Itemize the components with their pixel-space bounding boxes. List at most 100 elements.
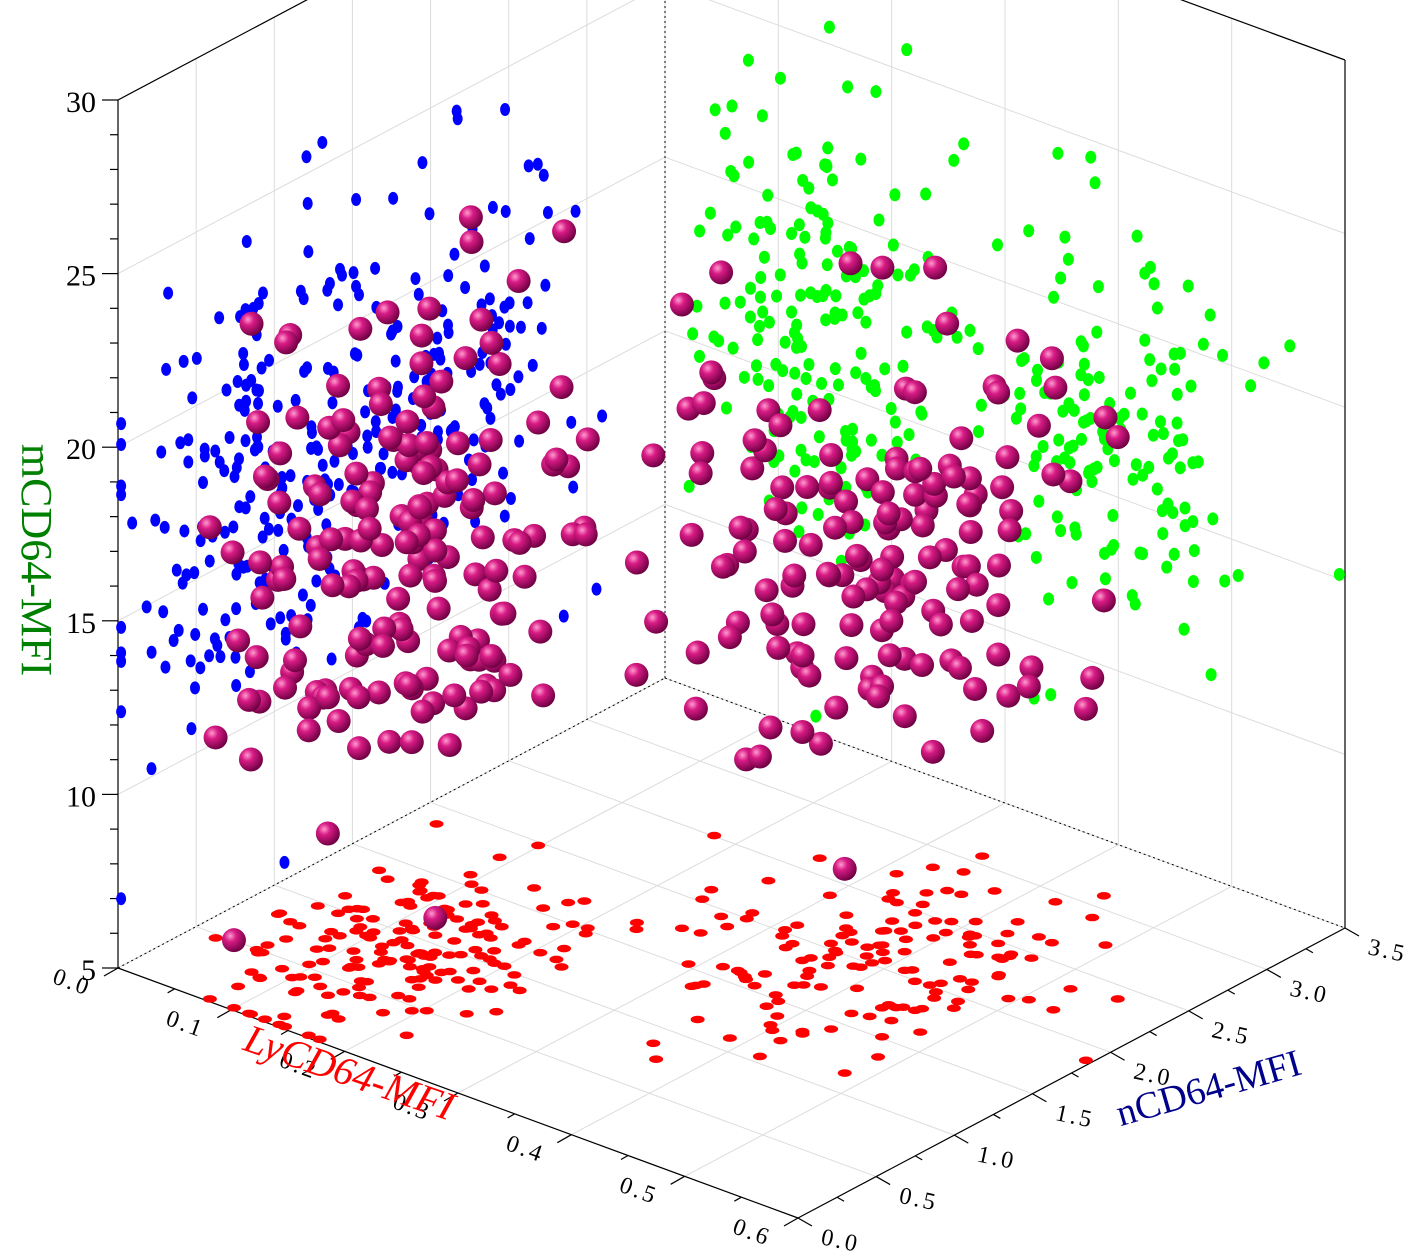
projection-point-LyCD64-mCD64 <box>691 299 703 313</box>
projection-point-LyCD64-mCD64 <box>813 430 825 444</box>
projection-point-LyCD64-nCD64 <box>759 1002 774 1011</box>
projection-point-LyCD64-nCD64 <box>951 997 966 1006</box>
projection-point-LyCD64-mCD64 <box>793 218 805 232</box>
projection-point-LyCD64-nCD64 <box>277 1012 292 1021</box>
projection-point-LyCD64-nCD64 <box>412 881 427 889</box>
data-point-sphere <box>884 456 909 481</box>
projection-point-LyCD64-mCD64 <box>870 85 882 99</box>
projection-point-LyCD64-nCD64 <box>715 962 730 971</box>
data-point-sphere <box>296 718 321 743</box>
projection-point-nCD64-mCD64 <box>505 382 516 396</box>
projection-point-LyCD64-nCD64 <box>925 863 940 872</box>
projection-point-nCD64-mCD64 <box>362 429 373 443</box>
projection-point-LyCD64-mCD64 <box>1157 527 1169 541</box>
data-point-sphere <box>790 643 815 668</box>
projection-point-LyCD64-nCD64 <box>331 1015 346 1023</box>
data-point-sphere <box>747 744 772 769</box>
projection-point-nCD64-mCD64 <box>204 649 215 663</box>
gridline <box>664 156 1346 408</box>
projection-point-LyCD64-nCD64 <box>257 1015 272 1024</box>
data-point-sphere <box>307 546 332 571</box>
projection-point-LyCD64-nCD64 <box>503 981 518 989</box>
projection-layer <box>116 20 1345 1077</box>
data-point-sphere <box>790 719 815 744</box>
projection-point-nCD64-mCD64 <box>195 534 206 548</box>
projection-point-LyCD64-nCD64 <box>410 949 425 958</box>
projection-point-nCD64-mCD64 <box>357 611 368 625</box>
data-point-sphere <box>1073 696 1098 721</box>
projection-point-LyCD64-nCD64 <box>450 915 465 923</box>
y-tick-label: 0.0 <box>819 1224 863 1252</box>
projection-point-nCD64-mCD64 <box>460 280 471 294</box>
projection-point-LyCD64-mCD64 <box>1126 589 1138 603</box>
projection-point-LyCD64-mCD64 <box>1127 472 1139 486</box>
projection-point-LyCD64-nCD64 <box>722 1034 737 1042</box>
projection-point-LyCD64-mCD64 <box>891 435 903 449</box>
projection-point-nCD64-mCD64 <box>484 292 495 306</box>
projection-point-LyCD64-nCD64 <box>1110 995 1125 1003</box>
projection-point-LyCD64-nCD64 <box>380 875 395 883</box>
projection-point-nCD64-mCD64 <box>299 364 310 378</box>
projection-point-LyCD64-nCD64 <box>391 991 406 1000</box>
projection-point-LyCD64-nCD64 <box>546 922 561 931</box>
data-point-sphere <box>487 352 512 377</box>
projection-point-nCD64-mCD64 <box>468 433 479 447</box>
projection-point-LyCD64-nCD64 <box>251 949 266 957</box>
projection-point-LyCD64-nCD64 <box>952 974 967 983</box>
projection-point-LyCD64-mCD64 <box>726 99 738 113</box>
projection-point-nCD64-mCD64 <box>311 574 322 588</box>
data-point-sphere <box>758 715 783 740</box>
projection-point-nCD64-mCD64 <box>256 361 267 375</box>
projection-point-nCD64-mCD64 <box>189 566 200 580</box>
data-point-sphere <box>808 731 833 756</box>
data-point-sphere <box>423 905 448 930</box>
data-point-sphere <box>252 464 277 489</box>
data-point-sphere <box>782 563 807 588</box>
projection-point-LyCD64-mCD64 <box>727 341 739 355</box>
data-point-sphere <box>357 516 382 541</box>
projection-point-nCD64-mCD64 <box>417 156 428 170</box>
projection-point-nCD64-mCD64 <box>253 397 264 411</box>
y-tick <box>1227 989 1236 995</box>
data-point-sphere <box>386 586 411 611</box>
projection-point-LyCD64-nCD64 <box>739 914 754 923</box>
projection-point-nCD64-mCD64 <box>491 378 502 392</box>
projection-point-nCD64-mCD64 <box>175 436 186 450</box>
projection-point-nCD64-mCD64 <box>160 660 171 674</box>
projection-point-LyCD64-nCD64 <box>693 929 708 937</box>
projection-point-LyCD64-mCD64 <box>1045 688 1057 702</box>
projection-point-nCD64-mCD64 <box>352 348 363 362</box>
projection-point-LyCD64-nCD64 <box>795 1027 810 1036</box>
data-point-sphere <box>238 747 263 772</box>
projection-point-nCD64-mCD64 <box>279 855 290 869</box>
data-point-sphere <box>709 260 734 285</box>
projection-point-LyCD64-mCD64 <box>889 415 901 429</box>
projection-point-LyCD64-nCD64 <box>844 1009 859 1018</box>
projection-point-LyCD64-mCD64 <box>756 109 768 123</box>
projection-point-nCD64-mCD64 <box>494 316 505 330</box>
projection-point-LyCD64-nCD64 <box>429 820 444 828</box>
projection-point-LyCD64-mCD64 <box>789 366 801 380</box>
data-point-sphere <box>1019 655 1044 680</box>
projection-point-LyCD64-nCD64 <box>411 983 426 992</box>
projection-point-LyCD64-mCD64 <box>1232 569 1244 583</box>
projection-point-LyCD64-nCD64 <box>898 935 913 944</box>
projection-point-LyCD64-nCD64 <box>696 980 711 988</box>
projection-point-LyCD64-nCD64 <box>472 930 487 939</box>
data-point-sphere <box>370 633 395 658</box>
projection-point-nCD64-mCD64 <box>370 261 381 275</box>
data-point-sphere <box>644 609 669 634</box>
projection-point-LyCD64-mCD64 <box>821 258 833 272</box>
y-tick <box>1188 1010 1204 1020</box>
data-point-sphere <box>679 522 704 547</box>
projection-point-LyCD64-mCD64 <box>1082 373 1094 387</box>
data-point-sphere <box>845 543 870 568</box>
projection-point-nCD64-mCD64 <box>185 654 196 668</box>
projection-point-nCD64-mCD64 <box>212 638 223 652</box>
projection-point-LyCD64-nCD64 <box>549 955 564 964</box>
projection-point-LyCD64-nCD64 <box>908 1006 923 1015</box>
gridline <box>508 760 1189 1012</box>
data-point-sphere <box>624 550 649 575</box>
projection-point-nCD64-mCD64 <box>248 301 259 315</box>
